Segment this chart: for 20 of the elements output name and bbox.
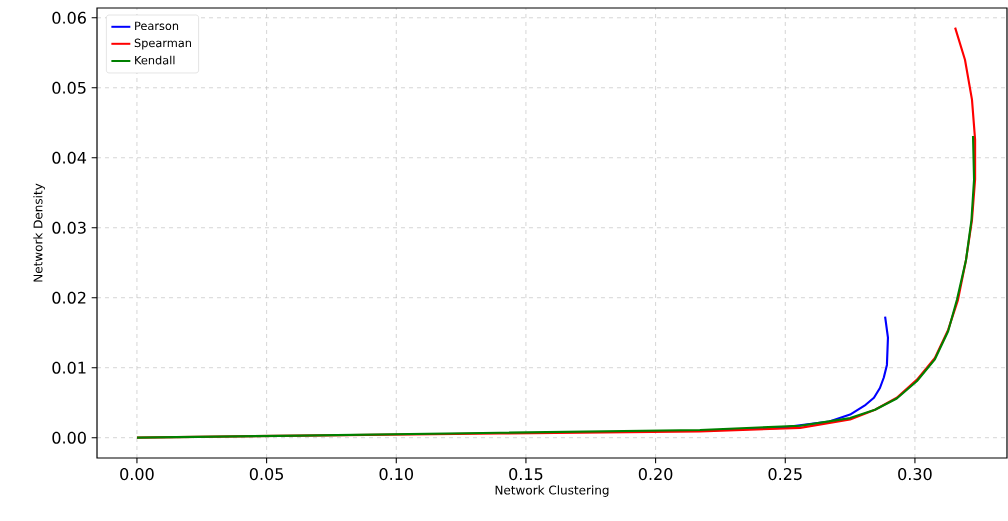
y-tick-label: 0.04 (52, 151, 87, 164)
legend-label: Kendall (135, 55, 175, 65)
line-series (135, 134, 976, 439)
x-axis-title: Network Clustering (495, 485, 609, 497)
x-tick-label: 0.20 (638, 468, 673, 481)
x-tick-label: 0.05 (249, 468, 284, 481)
legend-label: Spearman (134, 38, 191, 50)
x-tick-label: 0.25 (768, 468, 802, 481)
x-tick-label: 0.10 (379, 468, 414, 481)
y-tick-label: 0.03 (52, 221, 86, 234)
x-tick-label: 0.15 (509, 468, 543, 481)
legend-label: Pearson (135, 21, 179, 31)
y-tick-label: 0.00 (52, 431, 86, 444)
y-tick-label: 0.01 (52, 361, 86, 374)
y-axis-title: Network Density (33, 183, 45, 282)
y-tick-label: 0.05 (52, 81, 86, 94)
x-tick-label: 0.30 (898, 468, 932, 481)
y-tick-label: 0.02 (52, 291, 86, 304)
x-tick-label: 0.00 (120, 468, 154, 481)
y-tick-label: 0.06 (52, 11, 86, 24)
